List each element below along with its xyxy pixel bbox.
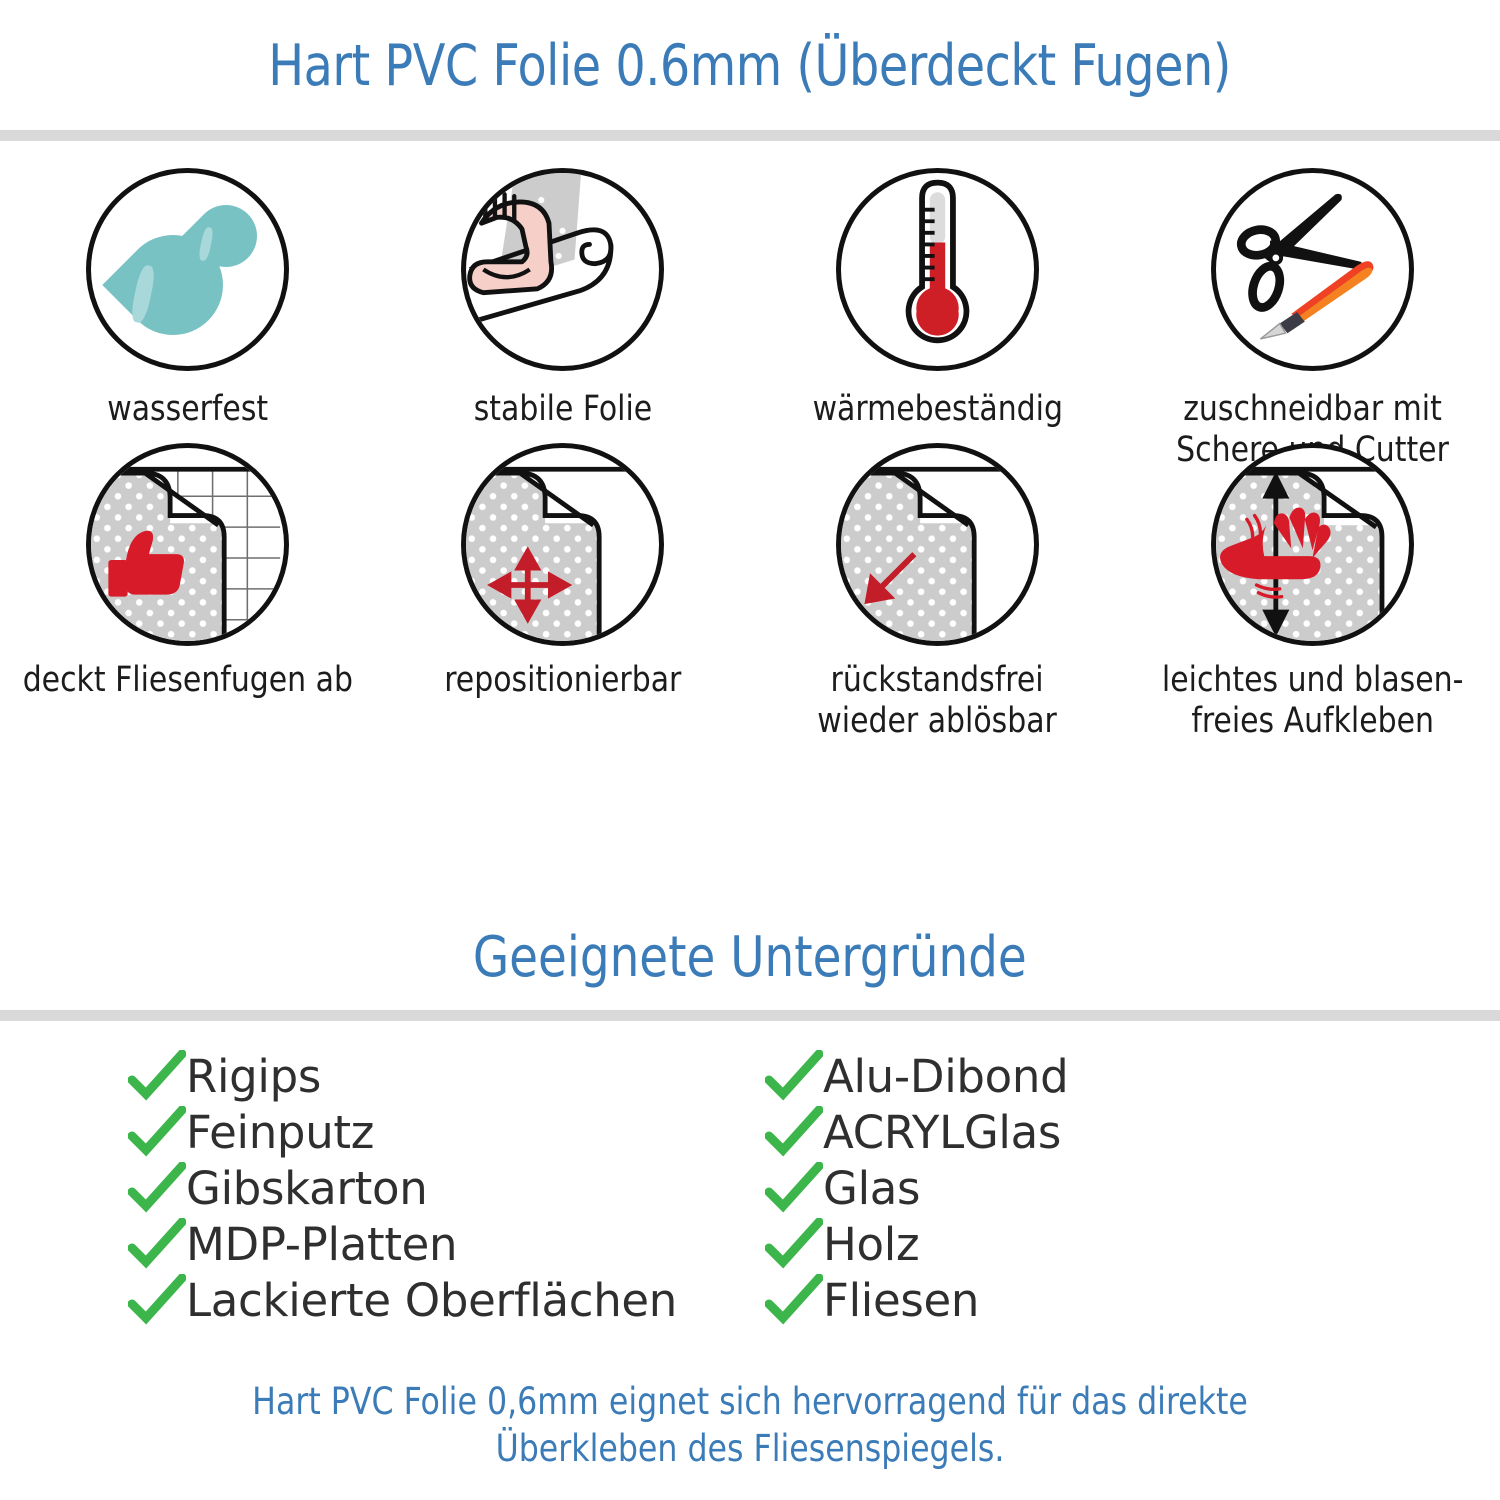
page-title: Hart PVC Folie 0.6mm (Überdeckt Fugen) <box>268 33 1232 99</box>
feature-grid: wasserfest <box>0 160 1500 880</box>
scissors-cutter-drawing <box>1236 193 1374 340</box>
check-icon <box>128 1050 186 1102</box>
footer-note-line1: Hart PVC Folie 0,6mm eignet sich hervorr… <box>252 1380 1248 1423</box>
feature-wasserfest: wasserfest <box>0 160 375 435</box>
list-item-label: Alu-Dibond <box>823 1049 1069 1103</box>
feature-waermebestaendig: wärmebeständig <box>750 160 1125 435</box>
list-item-label: ACRYLGlas <box>823 1105 1062 1159</box>
check-icon <box>128 1162 186 1214</box>
footer-note: Hart PVC Folie 0,6mm eignet sich hervorr… <box>0 1378 1500 1473</box>
list-item-label: Gibskarton <box>186 1161 428 1215</box>
check-icon <box>128 1274 186 1326</box>
list-item: Glas <box>765 1160 1500 1216</box>
list-item-label: Rigips <box>186 1049 322 1103</box>
thermometer-icon <box>836 168 1039 371</box>
substrates-right-column: Alu-Dibond ACRYLGlas Glas Holz <box>760 1048 1500 1338</box>
feature-label: rückstandsfrei wieder ablösbar <box>817 660 1058 741</box>
list-item-label: Lackierte Oberflächen <box>186 1273 678 1327</box>
check-icon <box>765 1106 823 1158</box>
list-item-label: Holz <box>823 1217 920 1271</box>
thumbs-up-tile-grid-drawing <box>91 466 281 641</box>
flexing-arm-film-roll-icon <box>461 168 664 371</box>
list-item: MDP-Platten <box>128 1216 760 1272</box>
list-item: Holz <box>765 1216 1500 1272</box>
substrates-heading-band: Geeignete Untergründe <box>0 905 1500 1010</box>
substrates-left-column: Rigips Feinputz Gibskarton MDP-Platten <box>0 1048 760 1338</box>
footer-note-line2: Überkleben des Fliesenspiegels. <box>495 1427 1005 1471</box>
check-icon <box>765 1274 823 1326</box>
check-icon <box>765 1050 823 1102</box>
flexing-arm-film-roll-drawing <box>466 173 614 364</box>
feature-stabile-folie: stabile Folie 0,6mm <box>375 160 750 488</box>
list-item: Lackierte Oberflächen <box>128 1272 760 1328</box>
feature-repositionierbar: repositionierbar <box>375 435 750 725</box>
feature-label: repositionierbar <box>443 660 682 700</box>
list-item: Alu-Dibond <box>765 1048 1500 1104</box>
hand-smoothing-icon <box>1211 443 1414 646</box>
list-item: Rigips <box>128 1048 760 1104</box>
feature-zuschneidbar: zuschneidbar mit Schere und Cutter <box>1125 160 1500 470</box>
feature-deckt-fliesenfugen: deckt Fliesenfugen ab <box>0 435 375 725</box>
list-item: ACRYLGlas <box>765 1104 1500 1160</box>
thumbs-up-tile-grid-icon <box>86 443 289 646</box>
substrates-heading: Geeignete Untergründe <box>473 925 1027 990</box>
check-icon <box>128 1218 186 1270</box>
substrates-lists: Rigips Feinputz Gibskarton MDP-Platten <box>0 1048 1500 1338</box>
list-item: Fliesen <box>765 1272 1500 1328</box>
feature-label: leichtes und blasen- freies Aufkleben <box>1161 660 1464 741</box>
list-item: Gibskarton <box>128 1160 760 1216</box>
four-way-arrow-drawing <box>466 466 656 641</box>
list-item-label: MDP-Platten <box>186 1217 458 1271</box>
check-icon <box>765 1162 823 1214</box>
divider-top <box>0 130 1500 141</box>
feature-aufkleben: leichtes und blasen- freies Aufkleben <box>1125 435 1500 741</box>
list-item-label: Fliesen <box>823 1273 980 1327</box>
feature-label: stabile Folie <box>473 389 652 429</box>
divider-middle <box>0 1010 1500 1021</box>
hand-smoothing-drawing <box>1216 466 1406 641</box>
water-drops-icon <box>86 168 289 371</box>
check-icon <box>128 1106 186 1158</box>
diagonal-arrow-peel-icon <box>836 443 1039 646</box>
diagonal-arrow-peel-drawing <box>841 466 1031 641</box>
scissors-cutter-icon <box>1211 168 1414 371</box>
feature-label: wasserfest <box>107 389 268 429</box>
four-way-arrow-icon <box>461 443 664 646</box>
page-title-band: Hart PVC Folie 0.6mm (Überdeckt Fugen) <box>0 0 1500 132</box>
feature-label: deckt Fliesenfugen ab <box>22 660 353 700</box>
list-item: Feinputz <box>128 1104 760 1160</box>
list-item-label: Feinputz <box>186 1105 375 1159</box>
feature-ruckstandsfrei: rückstandsfrei wieder ablösbar <box>750 435 1125 741</box>
feature-label: wärmebeständig <box>812 389 1063 429</box>
thermometer-drawing <box>905 179 970 344</box>
check-icon <box>765 1218 823 1270</box>
list-item-label: Glas <box>823 1161 921 1215</box>
